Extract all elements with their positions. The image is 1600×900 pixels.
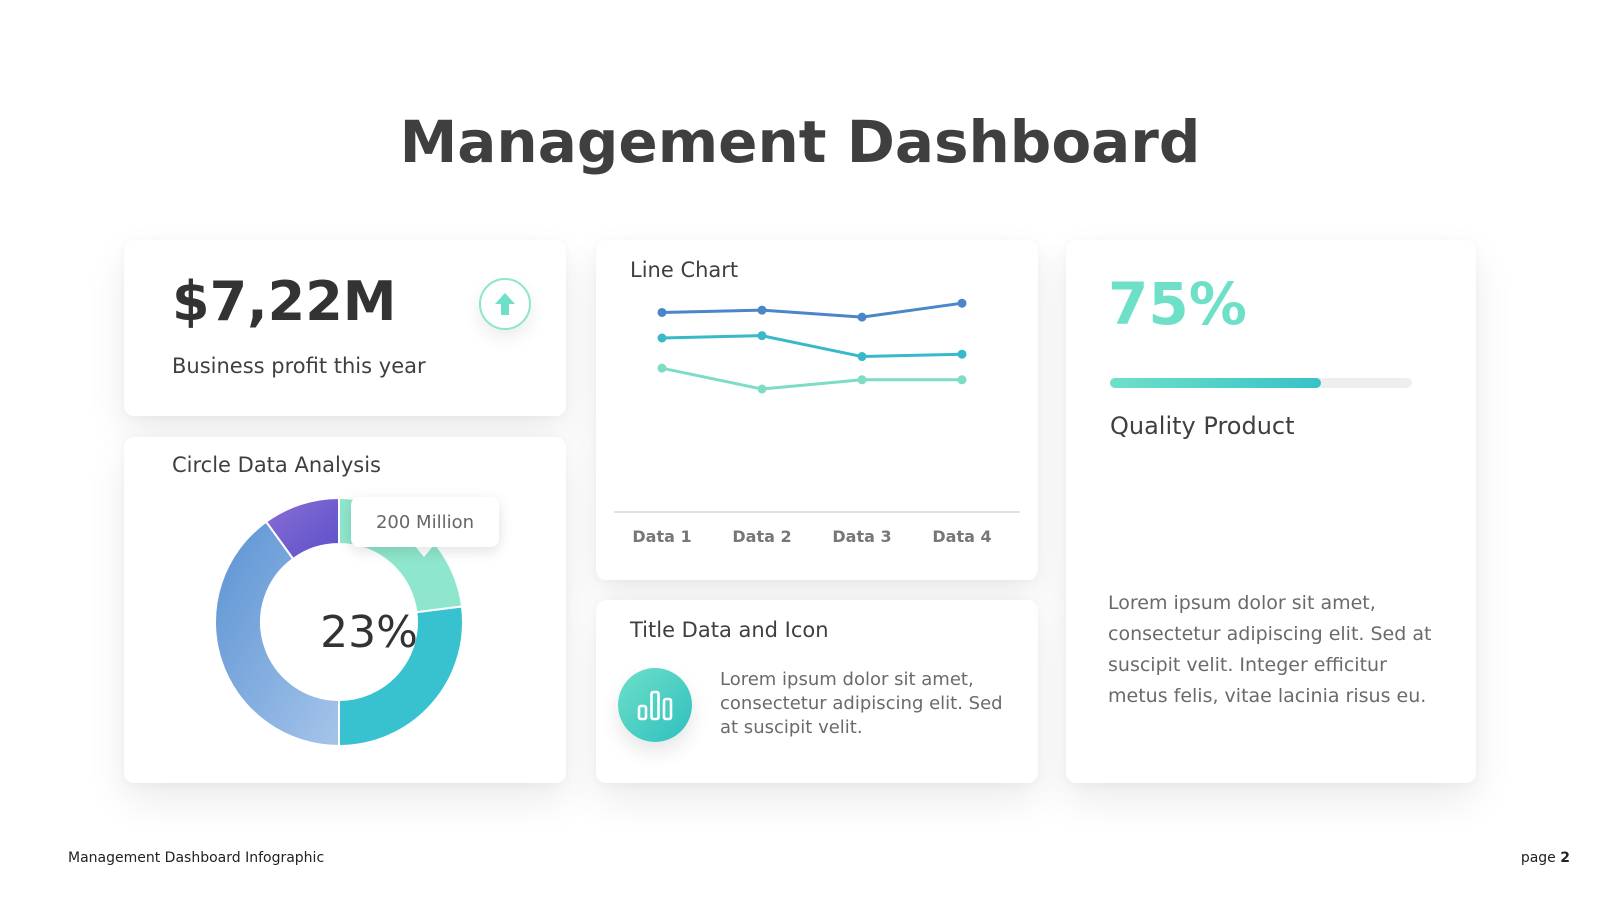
quality-progress-fill: [1110, 378, 1322, 388]
line-chart-card: Data 1 Data 2 Data 3 Data 4 Line Chart: [596, 240, 1038, 580]
line-chart: Data 1 Data 2 Data 3 Data 4: [614, 298, 1020, 546]
quality-text: Lorem ipsum dolor sit amet, consectetur …: [1108, 592, 1432, 707]
footer-page-number: 2: [1560, 850, 1570, 866]
line-point: [657, 363, 667, 373]
x-tick-label: Data 3: [832, 527, 891, 546]
arrow-up-icon: [479, 278, 531, 330]
line-point: [857, 312, 867, 322]
footer-page: page 2: [1521, 850, 1570, 866]
x-tick-label: Data 1: [632, 527, 691, 546]
profit-caption: Business profit this year: [172, 354, 426, 378]
line-point: [757, 331, 767, 341]
quality-progress-track: [1110, 378, 1412, 388]
callout-tail: [414, 545, 434, 557]
quality-caption: Quality Product: [1110, 412, 1295, 440]
title-data-card: Title Data and Icon Lorem ipsum dolor si…: [596, 600, 1038, 783]
donut-slice: [214, 520, 340, 747]
x-tick-label: Data 4: [932, 527, 991, 546]
quality-value: 75%: [1108, 270, 1247, 338]
x-tick-label: Data 2: [732, 527, 791, 546]
bar-chart-icon: [618, 668, 692, 742]
title-data-heading: Title Data and Icon: [630, 618, 829, 642]
line-chart-title: Line Chart: [630, 258, 739, 282]
donut-center-label: 23%: [320, 607, 418, 658]
line-series: [661, 366, 962, 391]
line-point: [657, 307, 667, 317]
footer-page-label: page: [1520, 850, 1556, 866]
line-point: [657, 333, 667, 343]
quality-card: 75% Quality Product Lorem ipsum dolor si…: [1066, 240, 1476, 783]
line-point: [957, 298, 967, 308]
line-point: [957, 375, 967, 385]
line-series: [661, 301, 963, 319]
line-point: [757, 384, 767, 394]
line-point: [757, 305, 767, 315]
line-point: [957, 349, 967, 359]
line-point: [857, 352, 867, 362]
donut-callout: 200 Million: [351, 497, 499, 547]
donut-slice: [264, 497, 340, 561]
donut-slice: [338, 605, 464, 747]
page-title: Management Dashboard: [399, 108, 1201, 176]
footer-title: Management Dashboard Infographic: [68, 850, 325, 866]
title-data-text: Lorem ipsum dolor sit amet, consectetur …: [720, 669, 1003, 738]
profit-value: $7,22M: [172, 270, 397, 333]
line-point: [857, 375, 867, 385]
circle-data-card: Circle Data Analysis 23% 200 Million: [124, 437, 566, 783]
line-series: [661, 334, 963, 359]
circle-title: Circle Data Analysis: [172, 453, 381, 477]
profit-card: $7,22M Business profit this year: [124, 240, 566, 416]
